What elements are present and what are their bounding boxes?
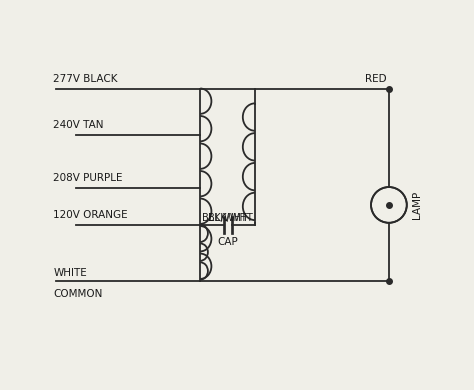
- Text: BLK/WHT: BLK/WHT: [208, 213, 253, 223]
- Text: WHITE: WHITE: [53, 268, 87, 278]
- Text: LAMP: LAMP: [412, 191, 422, 219]
- Circle shape: [371, 187, 407, 223]
- Text: RED: RED: [365, 74, 387, 84]
- Text: 240V TAN: 240V TAN: [53, 121, 104, 131]
- Text: 208V PURPLE: 208V PURPLE: [53, 173, 123, 183]
- Text: CAP: CAP: [217, 237, 238, 247]
- Text: COMMON: COMMON: [53, 289, 103, 299]
- Text: BLK/WHT: BLK/WHT: [202, 213, 247, 223]
- Text: 277V BLACK: 277V BLACK: [53, 74, 118, 84]
- Text: 120V ORANGE: 120V ORANGE: [53, 210, 128, 220]
